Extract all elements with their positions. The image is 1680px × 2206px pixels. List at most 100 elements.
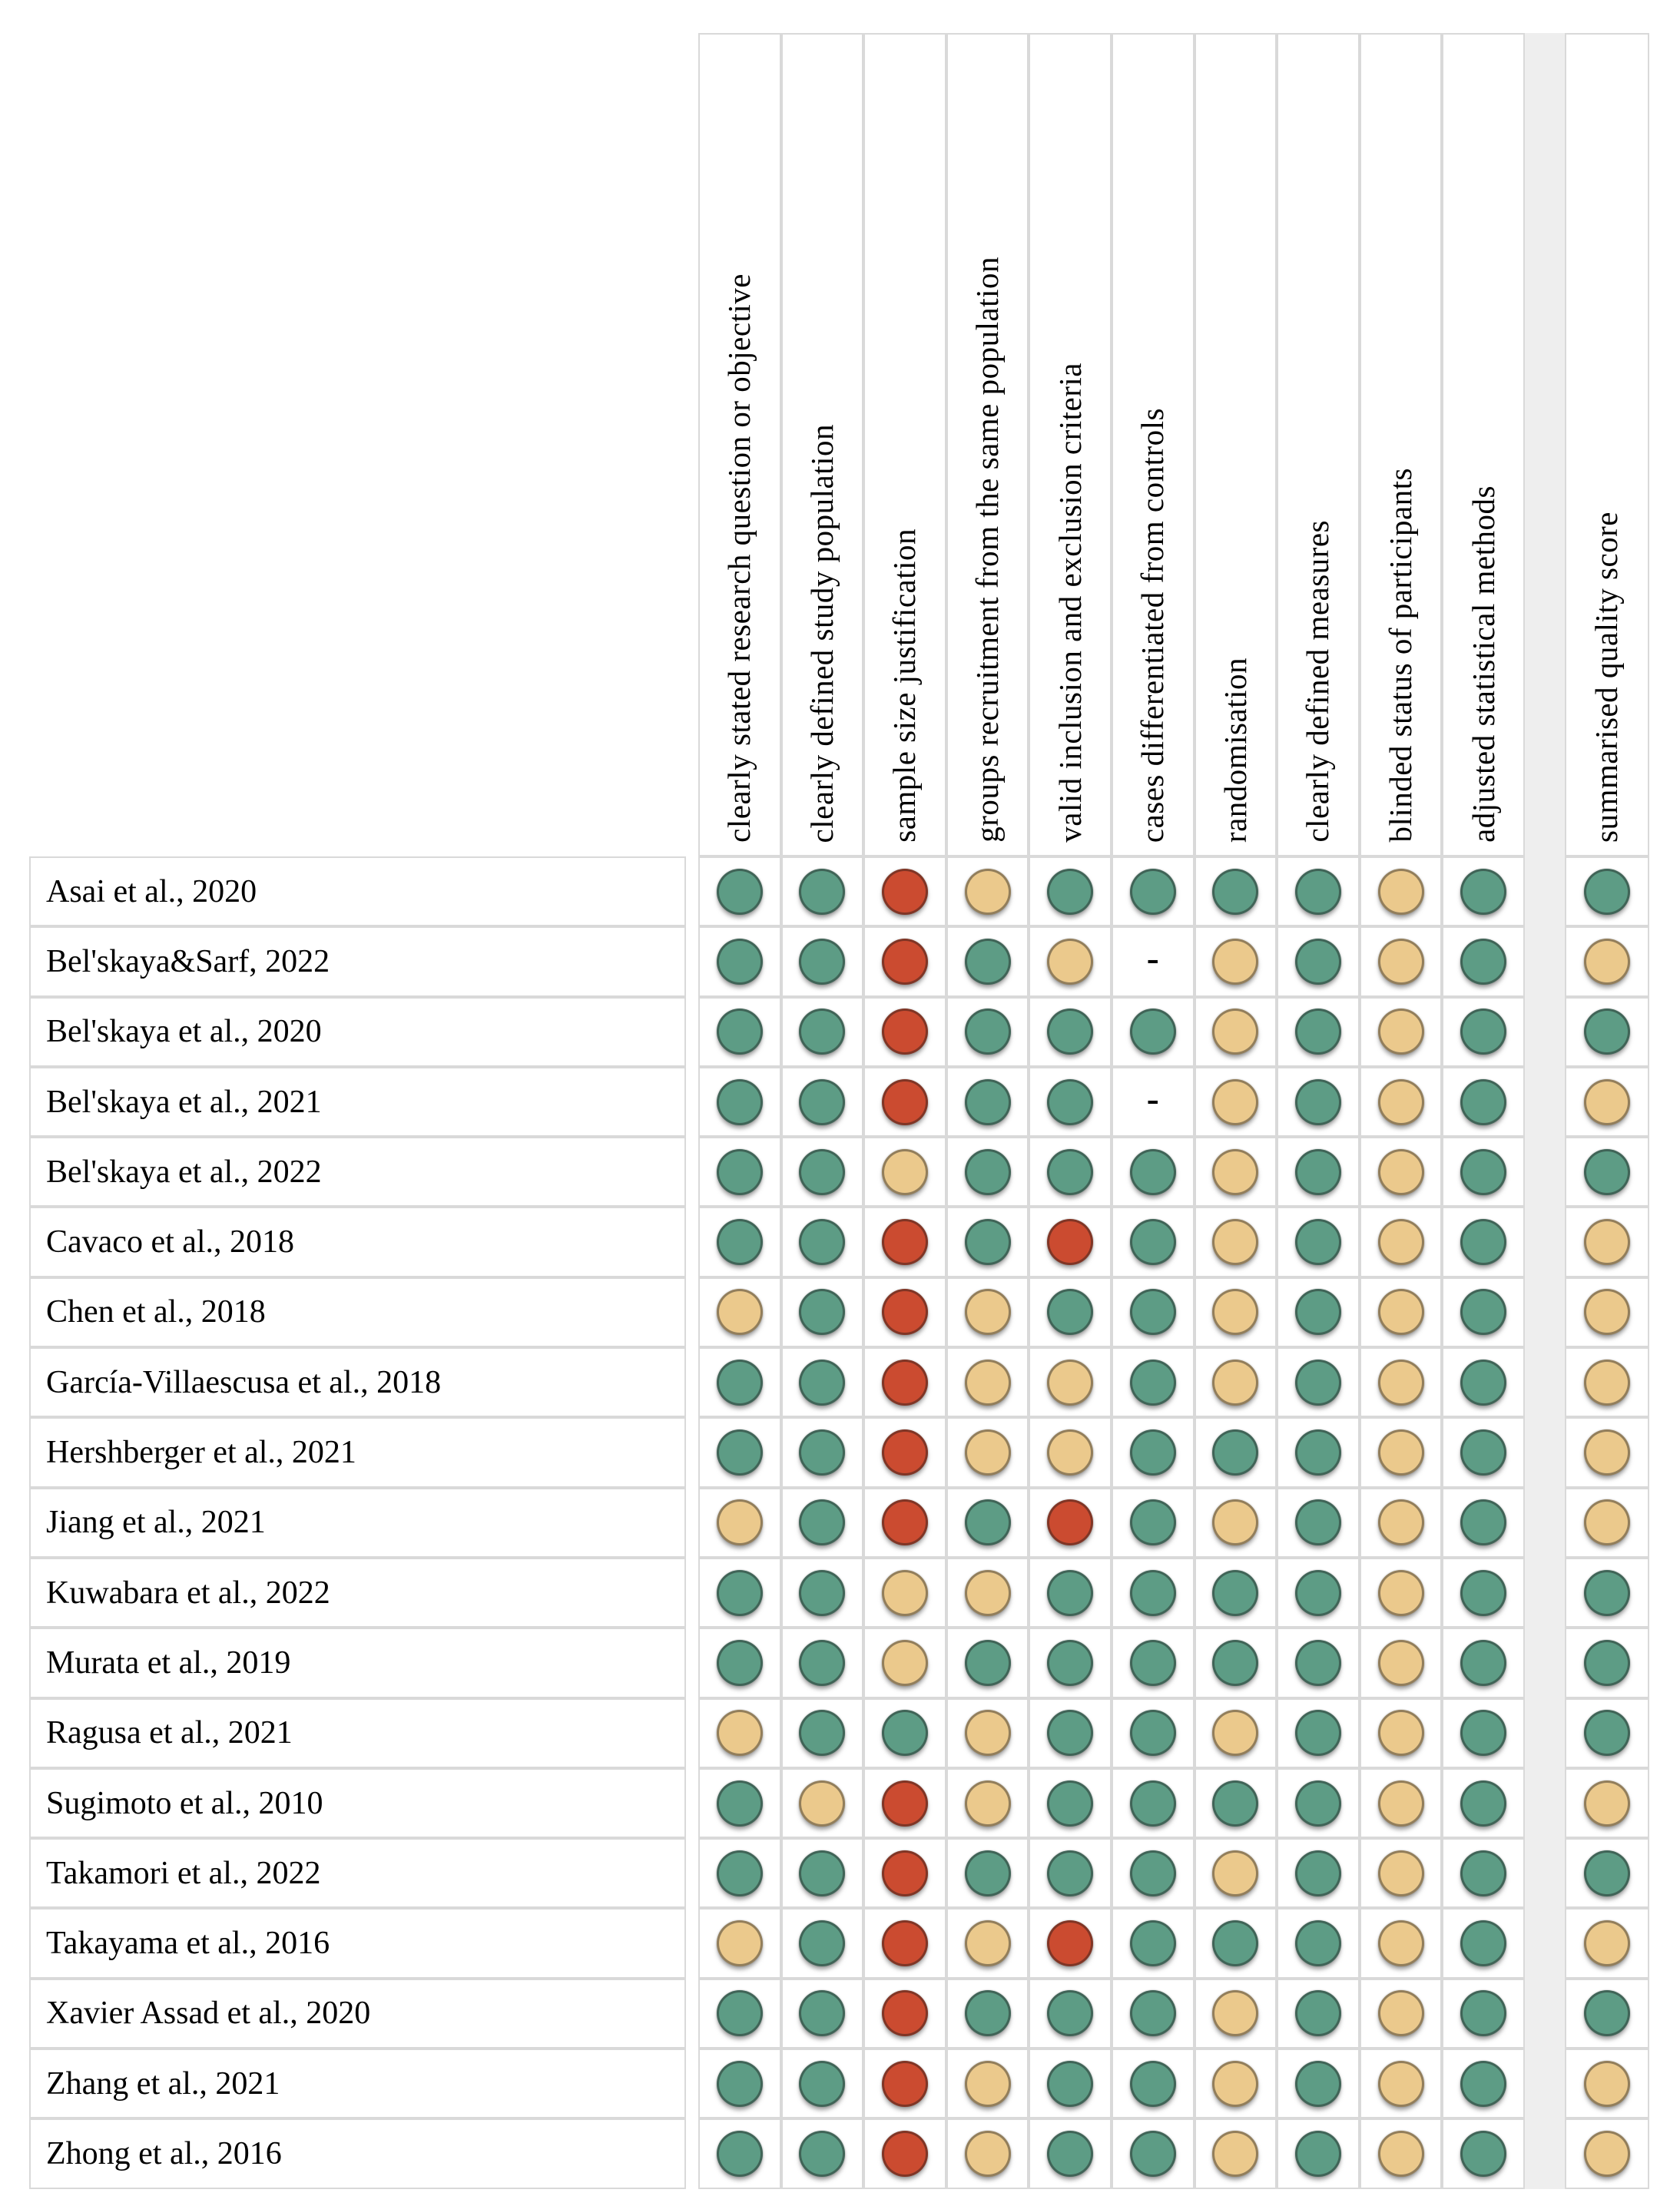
rating-cell [1564, 1978, 1649, 2049]
rating-dot-fair [1583, 1078, 1630, 1125]
rating-cell [946, 856, 1029, 927]
rating-dot-fair [881, 1639, 928, 1686]
study-citation: Murata et al., 2019 [46, 1645, 291, 1681]
rating-cell [698, 1487, 781, 1558]
rating-cell [946, 1978, 1029, 2049]
rating-cell [1442, 1207, 1525, 1277]
rating-cell [698, 1838, 781, 1909]
rating-dot-poor [881, 1920, 928, 1967]
rating-dot-good [1129, 1850, 1176, 1896]
rating-cell [1111, 1277, 1195, 1348]
rating-dot-good [1583, 1569, 1630, 1616]
rating-dot-good [1047, 1569, 1094, 1616]
rating-dot-good [1294, 1920, 1341, 1967]
study-citation: Bel'skaya et al., 2022 [46, 1154, 322, 1190]
rating-cell [1564, 1277, 1649, 1348]
rating-dot-good [1129, 1990, 1176, 2037]
rating-dot-good [1129, 1710, 1176, 1757]
label-gap-spacer [686, 1417, 698, 1487]
rating-dot-good [1212, 1639, 1259, 1686]
rating-dot-good [1294, 1359, 1341, 1406]
separator-strip [1524, 1487, 1565, 1558]
rating-cell [698, 1557, 781, 1628]
rating-dot-poor [881, 1219, 928, 1266]
rating-dot-good [1460, 1148, 1507, 1195]
rating-dot-fair [1212, 1499, 1259, 1546]
rating-dot-poor [881, 1289, 928, 1336]
study-row-label: Murata et al., 2019 [29, 1628, 686, 1698]
rating-dot-good [1294, 1499, 1341, 1546]
rating-dot-good [964, 1499, 1011, 1546]
rating-cell [1111, 1908, 1195, 1979]
rating-cell [1359, 1347, 1443, 1418]
rating-cell [1029, 2118, 1112, 2189]
rating-cell [1564, 2118, 1649, 2189]
rating-cell [863, 1347, 946, 1418]
rating-dot-fair [1377, 1359, 1424, 1406]
rating-cell [1277, 1137, 1360, 1207]
separator-strip [1524, 1137, 1565, 1207]
rating-dot-good [1129, 1639, 1176, 1686]
rating-dot-fair [1212, 1359, 1259, 1406]
rating-dot-good [1583, 1639, 1630, 1686]
rating-cell [1359, 1066, 1443, 1138]
rating-cell [863, 1767, 946, 1839]
rating-dot-good [1460, 1990, 1507, 2037]
rating-cell [1111, 2049, 1195, 2119]
label-gap-spacer [686, 1277, 698, 1347]
rating-dot-good [1294, 1219, 1341, 1266]
rating-cell [1359, 1557, 1443, 1628]
rating-cell [1277, 926, 1360, 997]
rating-cell [1359, 2118, 1443, 2189]
rating-dot-fair [964, 1920, 1011, 1967]
label-gap-spacer [686, 1558, 698, 1628]
rating-cell [1029, 1698, 1112, 1768]
study-row-label: Bel'skaya et al., 2022 [29, 1137, 686, 1207]
rating-cell [1564, 2049, 1649, 2119]
rating-dot-good [1583, 1148, 1630, 1195]
rating-dot-good [799, 2130, 846, 2177]
rating-cell [698, 1137, 781, 1207]
rating-cell [1111, 1207, 1195, 1277]
rating-dot-good [1460, 1359, 1507, 1406]
rating-dot-poor [1047, 1219, 1094, 1266]
rating-dot-fair [1377, 1429, 1424, 1476]
rating-cell [1194, 1277, 1277, 1348]
rating-cell [1442, 1698, 1525, 1768]
rating-dot-fair [964, 2060, 1011, 2107]
rating-dot-fair [1047, 938, 1094, 985]
rating-dot-good [716, 1639, 763, 1686]
rating-dot-good [1047, 1850, 1094, 1896]
rating-cell [1359, 1908, 1443, 1979]
rating-dot-good [1047, 2060, 1094, 2107]
rating-dot-fair [1212, 1850, 1259, 1896]
rating-dot-good [1047, 1780, 1094, 1827]
separator-strip [1524, 2049, 1565, 2119]
rating-cell [1442, 1347, 1525, 1418]
rating-dot-fair [1377, 1009, 1424, 1055]
rating-cell [1564, 1487, 1649, 1558]
criterion-column-header: adjusted statistical methods [1442, 33, 1525, 856]
rating-cell [863, 1628, 946, 1698]
rating-dot-good [1129, 1009, 1176, 1055]
rating-dot-fair [1583, 1780, 1630, 1827]
rating-dot-fair [1212, 2130, 1259, 2177]
rating-cell [1359, 1417, 1443, 1488]
label-gap-spacer [686, 1347, 698, 1417]
rating-dot-good [716, 1780, 763, 1827]
criterion-column-header-label: sample size justification [886, 528, 923, 843]
rating-cell [1442, 1066, 1525, 1138]
rating-dot-fair [1583, 1920, 1630, 1967]
rating-dot-good [1460, 1920, 1507, 1967]
label-gap-spacer [686, 926, 698, 996]
rating-dot-good [1294, 1148, 1341, 1195]
rating-dot-fair [964, 2130, 1011, 2177]
rating-dot-good [1294, 2060, 1341, 2107]
rating-cell [780, 1838, 864, 1909]
rating-cell [1359, 1767, 1443, 1839]
rating-dot-fair [1377, 1850, 1424, 1896]
rating-dot-fair [1212, 938, 1259, 985]
rating-dot-good [1294, 1990, 1341, 2037]
rating-cell [698, 1628, 781, 1698]
rating-dot-poor [881, 1359, 928, 1406]
